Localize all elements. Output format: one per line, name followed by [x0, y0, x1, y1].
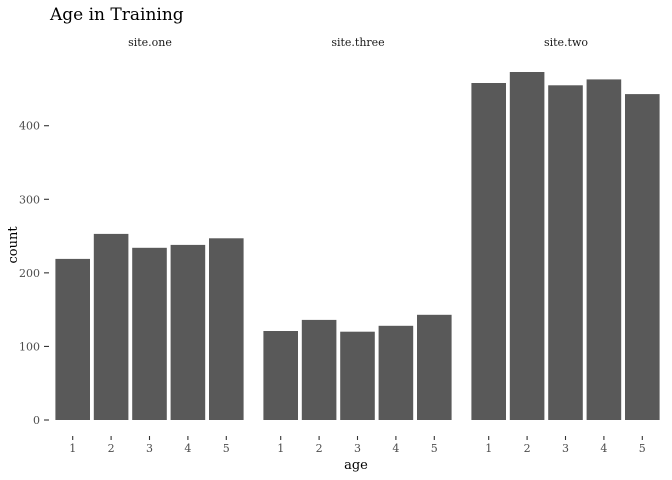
bar: [93, 233, 129, 420]
x-tick-label: 4: [184, 442, 191, 455]
bar: [509, 72, 545, 420]
x-tick-label: 2: [524, 442, 531, 455]
x-tick-label: 4: [392, 442, 399, 455]
x-tick-label: 3: [146, 442, 153, 455]
x-tick-label: 1: [69, 442, 76, 455]
bar: [625, 94, 660, 420]
bar: [471, 83, 506, 420]
y-tick-label: 400: [19, 120, 40, 133]
bar: [263, 331, 298, 420]
y-axis-title: count: [6, 226, 21, 264]
x-tick-label: 3: [354, 442, 361, 455]
bar: [340, 331, 375, 420]
x-tick-label: 2: [316, 442, 323, 455]
x-axis-title: age: [344, 458, 368, 473]
x-tick-label: 1: [485, 442, 492, 455]
x-tick-label: 5: [639, 442, 646, 455]
bar: [209, 238, 244, 420]
bar: [417, 314, 452, 420]
facet-strip-label: site.one: [128, 36, 172, 49]
y-tick-label: 200: [19, 267, 40, 280]
bar: [55, 258, 90, 420]
y-tick-label: 100: [19, 340, 40, 353]
facet-panel-site-one: site.one 1 2 3 4 5: [55, 36, 244, 455]
facet-strip-label: site.two: [544, 36, 588, 49]
facets: site.one 1 2 3 4 5 site.three 1 2 3 4 5 site.two 1 2 3 4…: [55, 36, 660, 455]
y-axis: 0 100 200 300 400: [19, 120, 49, 427]
x-tick-label: 5: [431, 442, 438, 455]
x-tick-label: 5: [223, 442, 230, 455]
facet-panel-site-two: site.two 1 2 3 4 5: [471, 36, 660, 455]
bar: [548, 85, 583, 421]
bar: [586, 79, 622, 421]
y-tick-label: 0: [33, 414, 40, 427]
bar: [301, 319, 337, 420]
y-tick-label: 300: [19, 193, 40, 206]
facet-strip-label: site.three: [331, 36, 384, 49]
x-tick-label: 1: [277, 442, 284, 455]
facet-panel-site-three: site.three 1 2 3 4 5: [263, 36, 452, 455]
chart-title: Age in Training: [49, 5, 184, 25]
bar: [170, 244, 206, 420]
x-tick-label: 4: [600, 442, 607, 455]
x-tick-label: 2: [108, 442, 115, 455]
bar: [378, 325, 414, 420]
x-tick-label: 3: [562, 442, 569, 455]
bar: [132, 247, 167, 420]
